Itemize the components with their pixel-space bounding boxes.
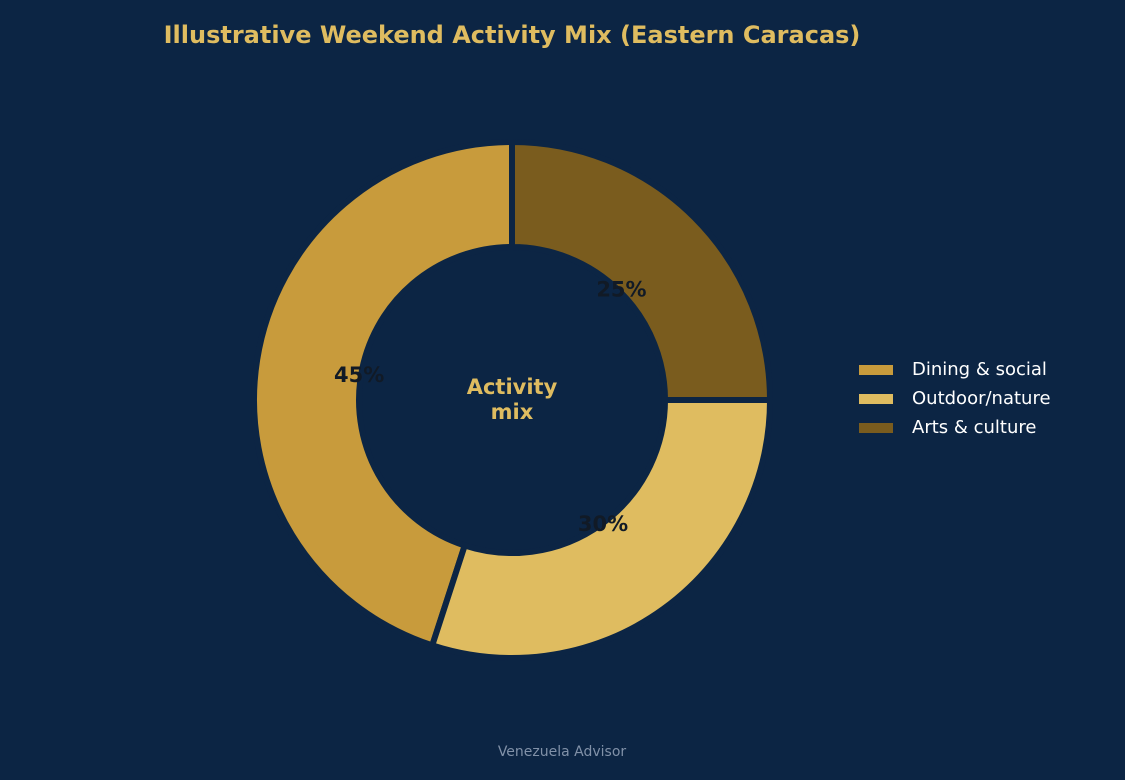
donut-slice bbox=[251, 138, 515, 650]
legend-swatch bbox=[859, 423, 893, 433]
footer: Venezuela Advisor bbox=[498, 744, 627, 760]
chart-title: Illustrative Weekend Activity Mix (Easte… bbox=[164, 21, 861, 49]
center-label: Activity bbox=[467, 375, 558, 399]
data-label: 25% bbox=[596, 278, 646, 302]
center-label: mix bbox=[491, 400, 534, 424]
legend-swatch bbox=[859, 365, 893, 375]
data-label: 45% bbox=[334, 363, 384, 387]
legend-swatch bbox=[859, 394, 893, 404]
legend-label: Arts & culture bbox=[912, 417, 1036, 438]
legend-label: Outdoor/nature bbox=[912, 388, 1051, 409]
donut-slice bbox=[509, 138, 774, 403]
data-label: 30% bbox=[578, 512, 628, 536]
legend-label: Dining & social bbox=[912, 359, 1047, 380]
donut-slice bbox=[428, 397, 774, 661]
